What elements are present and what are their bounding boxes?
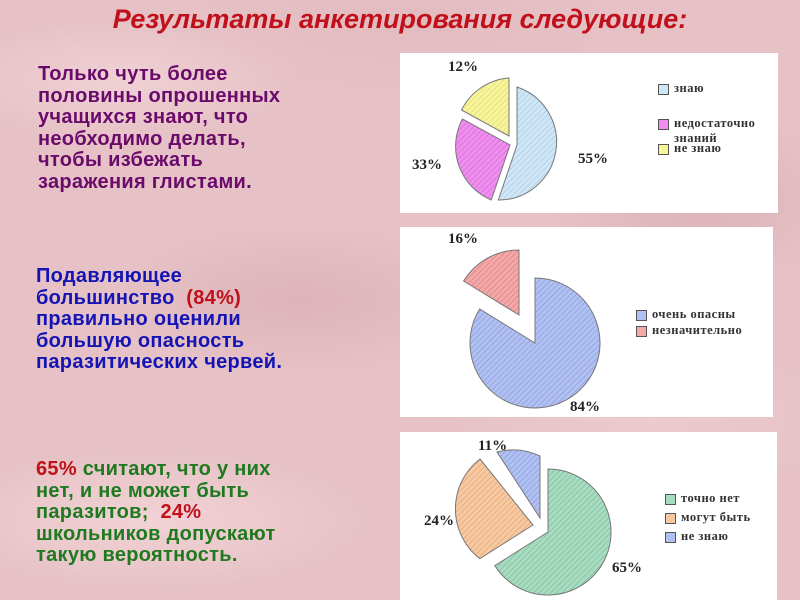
highlight-percent: 65% bbox=[36, 458, 77, 480]
slide-title: Результаты анкетирования следующие: bbox=[112, 4, 688, 34]
data-label: 84% bbox=[570, 399, 600, 415]
legend-label: незначительно bbox=[652, 323, 743, 337]
legend-item: недостаточно знаний bbox=[658, 116, 755, 146]
text-line: заражения глистами. bbox=[38, 170, 253, 193]
pie-chart-danger: 16% 84% очень опасны незначительно bbox=[400, 227, 773, 417]
legend-label: не знаю bbox=[674, 141, 722, 155]
highlight-percent: 24% bbox=[160, 501, 202, 523]
paragraph-danger: Подавляющее большинство (84%) правильно … bbox=[36, 265, 283, 374]
text-line: Только чуть более bbox=[38, 63, 228, 85]
pie-chart-parasites: 11% 24% 65% точно нет могут быть не знаю bbox=[400, 432, 777, 600]
legend-label-line: знаний bbox=[674, 131, 718, 145]
pie-graphic bbox=[455, 77, 558, 201]
text-line: такую вероятность. bbox=[36, 544, 238, 566]
data-label: 11% bbox=[478, 438, 508, 454]
legend: точно нет могут быть не знаю bbox=[665, 491, 751, 544]
text-line: правильно оценили bbox=[36, 308, 241, 330]
text-line: учащихся знают, что bbox=[38, 106, 249, 128]
legend-label-line: недостаточно bbox=[674, 116, 756, 130]
legend-item: знаю bbox=[658, 81, 755, 96]
data-label: 12% bbox=[448, 59, 478, 75]
legend-item: могут быть bbox=[665, 510, 751, 525]
legend-swatch-icon bbox=[665, 494, 676, 505]
legend-item: очень опасны bbox=[636, 307, 742, 322]
legend-item: не знаю bbox=[665, 529, 751, 544]
data-label: 16% bbox=[448, 231, 478, 247]
paragraph-parasites: 65% считают, что у них нет, и не может б… bbox=[36, 458, 276, 567]
legend-swatch-icon bbox=[636, 326, 647, 337]
legend-item: не знаю bbox=[658, 141, 755, 156]
data-label: 65% bbox=[612, 560, 642, 576]
paragraph-knowledge: Только чуть более половины опрошенных уч… bbox=[38, 63, 281, 193]
legend: знаю недостаточно знаний не знаю bbox=[658, 81, 755, 156]
pie-graphic bbox=[454, 449, 612, 596]
text-line: Подавляющее bbox=[36, 265, 183, 287]
text-line: школьников допускают bbox=[36, 522, 276, 545]
text-line: 65% считают, что у них bbox=[36, 458, 276, 481]
data-label: 24% bbox=[424, 513, 454, 529]
text-line: паразитических червей. bbox=[36, 351, 283, 373]
legend-label: очень опасны bbox=[652, 307, 736, 321]
legend-item: незначительно bbox=[636, 323, 742, 338]
pie-graphic bbox=[462, 249, 601, 409]
highlight-percent: (84%) bbox=[186, 286, 242, 309]
text-line: паразитов; 24% bbox=[36, 501, 276, 524]
text-line: половины опрошенных bbox=[38, 84, 281, 107]
text-span: паразитов; bbox=[36, 501, 161, 523]
legend-label: могут быть bbox=[681, 510, 751, 524]
legend-label: точно нет bbox=[681, 491, 740, 505]
legend-swatch-icon bbox=[658, 119, 669, 130]
legend-swatch-icon bbox=[658, 84, 669, 95]
text-span: большинство bbox=[36, 286, 187, 309]
data-label: 33% bbox=[412, 157, 442, 173]
text-line: большинство (84%) bbox=[36, 286, 282, 310]
text-line: большую опасность bbox=[36, 329, 245, 352]
text-span: считают, что у них bbox=[76, 458, 271, 480]
legend-label: недостаточно знаний bbox=[674, 116, 755, 146]
text-line: необходимо делать, bbox=[38, 127, 246, 150]
legend-swatch-icon bbox=[658, 144, 669, 155]
data-label: 55% bbox=[578, 151, 608, 167]
text-line: нет, и не может быть bbox=[36, 479, 250, 502]
text-line: чтобы избежать bbox=[38, 149, 204, 171]
legend-label: знаю bbox=[674, 81, 705, 95]
legend-swatch-icon bbox=[636, 310, 647, 321]
pie-chart-knowledge: 12% 33% 55% знаю недостаточно знаний не з… bbox=[400, 53, 778, 213]
legend: очень опасны незначительно bbox=[636, 307, 742, 338]
legend-swatch-icon bbox=[665, 532, 676, 543]
legend-swatch-icon bbox=[665, 513, 676, 524]
legend-label: не знаю bbox=[681, 529, 729, 543]
legend-item: точно нет bbox=[665, 491, 751, 506]
